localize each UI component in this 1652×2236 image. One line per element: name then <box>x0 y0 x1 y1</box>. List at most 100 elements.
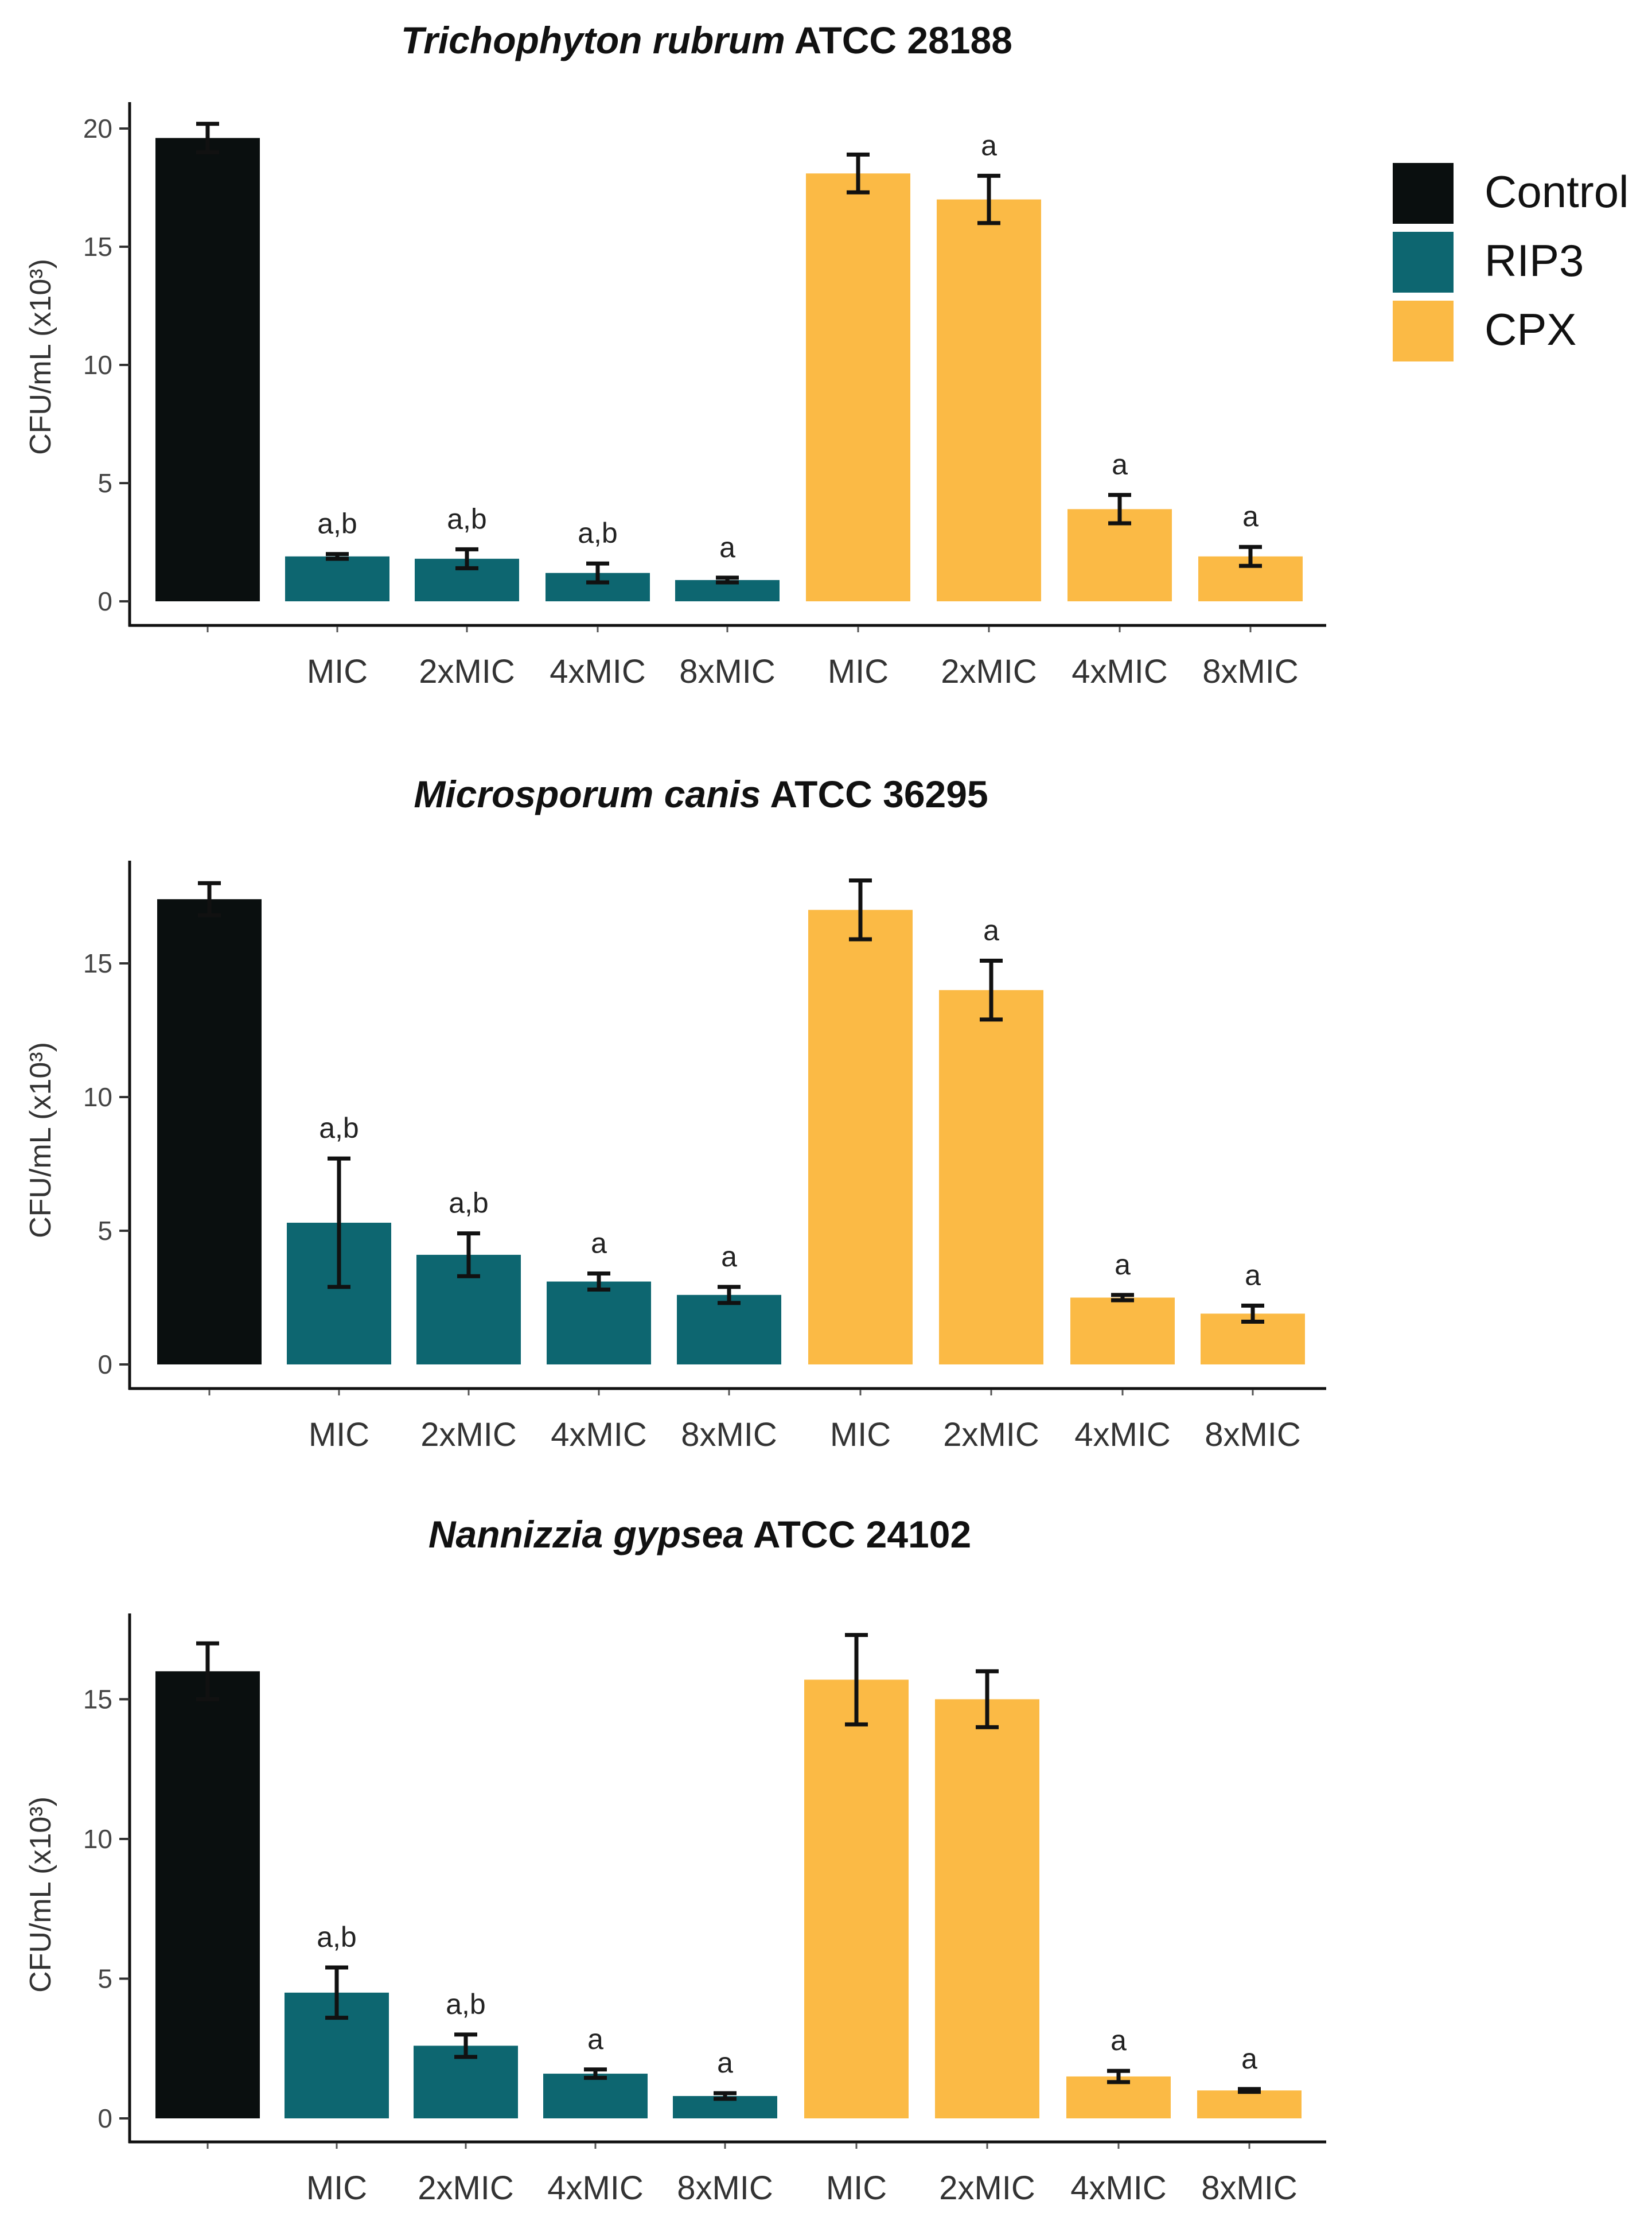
error-bar <box>1239 545 1262 568</box>
error-bar <box>1108 493 1131 526</box>
error-bar <box>196 122 219 154</box>
bar <box>547 1281 651 1364</box>
x-tick-label: 8xMIC <box>1205 1416 1301 1453</box>
legend-label-cpx: CPX <box>1485 304 1576 355</box>
error-bar <box>847 152 870 195</box>
error-bar <box>718 1285 741 1305</box>
y-axis-ticks: 0 5 10 15 <box>83 948 130 1379</box>
x-tick-label: 2xMIC <box>941 653 1037 690</box>
y-tick-label: 5 <box>98 468 112 498</box>
x-tick-label: 8xMIC <box>677 2169 773 2207</box>
error-bar <box>976 1669 999 1729</box>
x-tick-label: 2xMIC <box>419 653 515 690</box>
significance-label: a <box>981 129 997 161</box>
bar <box>804 1679 909 2118</box>
chart-title-species: Trichophyton rubrum <box>401 19 785 61</box>
bar <box>939 990 1043 1364</box>
error-bar <box>714 2091 737 2101</box>
bar <box>1197 2090 1302 2118</box>
significance-label: a,b <box>317 1921 357 1953</box>
legend-item-cpx: CPX <box>1393 301 1576 361</box>
bars: a,b a,b a,b a a a a <box>155 122 1303 602</box>
y-tick-label: 20 <box>83 114 112 143</box>
chart-panel-microsporum: Microsporum canis ATCC 36295 CFU/mL (x10… <box>24 773 1326 1453</box>
error-bar <box>328 1156 350 1289</box>
x-tick-label: 8xMIC <box>681 1416 777 1453</box>
x-tick-label: 8xMIC <box>679 653 776 690</box>
x-tick-label: 2xMIC <box>418 2169 514 2207</box>
error-bar <box>1111 1293 1134 1302</box>
chart-title-strain: ATCC 24102 <box>744 1513 971 1556</box>
error-bar <box>1238 2087 1261 2094</box>
significance-label: a <box>719 531 735 563</box>
legend-label-rip3: RIP3 <box>1485 235 1584 286</box>
significance-label: a <box>717 2047 733 2079</box>
bar <box>155 138 260 602</box>
y-axis-label: CFU/mL (x10³) <box>24 1042 57 1238</box>
x-tick-label: MIC <box>828 653 889 690</box>
y-axis-ticks: 0 5 10 15 20 <box>83 114 130 616</box>
significance-label: a <box>721 1241 737 1273</box>
bar <box>806 173 910 601</box>
x-axis-ticks: MIC 2xMIC 4xMIC 8xMIC MIC 2xMIC 4xMIC 8xMIC <box>208 1390 1301 1453</box>
x-tick-label: 4xMIC <box>547 2169 644 2207</box>
y-tick-label: 5 <box>98 1216 112 1246</box>
y-tick-label: 0 <box>98 586 112 616</box>
significance-label: a <box>591 1227 607 1259</box>
y-tick-label: 10 <box>83 1824 112 1854</box>
bar <box>677 1294 781 1364</box>
significance-label: a,b <box>319 1112 359 1144</box>
legend-item-rip3: RIP3 <box>1393 232 1584 293</box>
error-bar <box>1107 2068 1130 2085</box>
error-bar <box>849 878 872 942</box>
error-bar <box>845 1632 868 1726</box>
y-tick-label: 15 <box>83 1685 112 1714</box>
x-tick-label: 2xMIC <box>939 2169 1035 2207</box>
error-bar <box>198 881 221 917</box>
x-tick-label: 8xMIC <box>1202 653 1299 690</box>
error-bar <box>325 1965 348 2020</box>
bar <box>937 199 1041 602</box>
significance-label: a,b <box>447 503 487 535</box>
x-tick-label: 2xMIC <box>420 1416 517 1453</box>
error-bar <box>196 1641 219 1701</box>
chart-panel-nannizzia: Nannizzia gypsea ATCC 24102 CFU/mL (x10³… <box>24 1513 1326 2207</box>
chart-title: Trichophyton rubrum ATCC 28188 <box>401 19 1012 61</box>
error-bar <box>457 1231 480 1278</box>
x-tick-label: MIC <box>307 653 368 690</box>
x-tick-label: 4xMIC <box>1072 653 1168 690</box>
y-axis-ticks: 0 5 10 15 <box>83 1685 130 2133</box>
bar <box>155 1671 260 2118</box>
error-bar <box>977 173 1000 225</box>
x-tick-label: MIC <box>826 2169 887 2207</box>
error-bar <box>584 2067 607 2080</box>
x-axis-ticks: MIC 2xMIC 4xMIC 8xMIC MIC 2xMIC 4xMIC 8xMIC <box>206 2143 1298 2207</box>
error-bar <box>454 2032 477 2059</box>
legend-swatch-rip3 <box>1393 232 1454 293</box>
bar <box>1070 1297 1175 1364</box>
bar <box>157 899 262 1364</box>
x-tick-label: MIC <box>309 1416 369 1453</box>
x-tick-label: 8xMIC <box>1201 2169 1298 2207</box>
legend-swatch-control <box>1393 163 1454 224</box>
y-axis-label: CFU/mL (x10³) <box>24 259 57 455</box>
significance-label: a <box>1245 1259 1261 1291</box>
bars: a,b a,b a a a a <box>155 1632 1302 2118</box>
error-bar <box>586 561 609 585</box>
x-tick-label: 4xMIC <box>550 653 646 690</box>
bar <box>543 2074 648 2118</box>
x-axis-ticks: MIC 2xMIC 4xMIC 8xMIC MIC 2xMIC 4xMIC 8xMIC <box>206 627 1299 690</box>
x-tick-label: 4xMIC <box>1070 2169 1167 2207</box>
x-tick-label: 4xMIC <box>551 1416 647 1453</box>
error-bar <box>716 575 739 585</box>
chart-title: Nannizzia gypsea ATCC 24102 <box>428 1513 971 1556</box>
significance-label: a <box>1112 449 1128 481</box>
y-axis-label: CFU/mL (x10³) <box>24 1796 57 1993</box>
chart-title-species: Microsporum canis <box>414 773 761 815</box>
bars: a,b a,b a a a a a <box>157 878 1305 1364</box>
legend-swatch-cpx <box>1393 301 1454 361</box>
chart-panel-trichophyton: Trichophyton rubrum ATCC 28188 CFU/mL (x… <box>24 19 1326 690</box>
y-tick-label: 10 <box>83 1082 112 1112</box>
bar <box>285 556 389 601</box>
